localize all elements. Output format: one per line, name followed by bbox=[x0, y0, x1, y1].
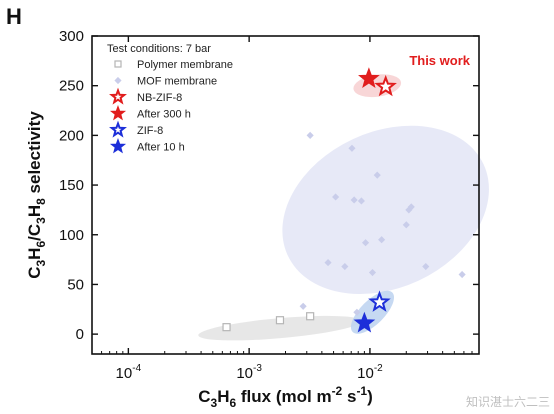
y-axis-title: C3​H6​/C3​H8​ selectivity bbox=[25, 111, 48, 279]
legend-label: MOF membrane bbox=[137, 76, 217, 88]
data-point bbox=[222, 323, 231, 332]
data-point bbox=[353, 308, 361, 316]
y-tick-label: 150 bbox=[59, 177, 84, 194]
legend-label: After 10 h bbox=[137, 142, 185, 154]
axis-ticks: 0 50 100 150 200 250 300 10-4 10-3 10-2 bbox=[59, 28, 480, 382]
legend-label: After 300 h bbox=[137, 109, 191, 121]
x-tick-label: 10-4 bbox=[116, 363, 142, 382]
data-point bbox=[306, 131, 314, 139]
legend-marker bbox=[114, 60, 122, 68]
legend-marker bbox=[109, 105, 127, 121]
data-point bbox=[348, 144, 356, 152]
x-tick-label: 10-2 bbox=[357, 363, 383, 382]
data-point bbox=[350, 196, 358, 204]
data-point bbox=[353, 311, 376, 333]
legend-title: Test conditions: 7 bar bbox=[107, 43, 211, 55]
data-point bbox=[306, 312, 315, 321]
data-point bbox=[368, 268, 377, 277]
y-tick-label: 0 bbox=[76, 326, 84, 343]
data-point bbox=[458, 270, 466, 279]
legend-marker bbox=[109, 87, 127, 105]
data-point bbox=[402, 221, 410, 229]
legend: Test conditions: 7 bar Polymer membrane MO… bbox=[107, 43, 233, 154]
data-point bbox=[357, 197, 365, 205]
data-point bbox=[275, 316, 285, 325]
data-point bbox=[373, 171, 381, 179]
x-tick-label: 10-3 bbox=[236, 363, 262, 382]
data-point bbox=[407, 203, 415, 211]
y-tick-label: 300 bbox=[59, 28, 84, 45]
data-point bbox=[299, 302, 307, 310]
data-points bbox=[222, 67, 466, 333]
data-point bbox=[332, 193, 340, 201]
data-point bbox=[358, 67, 380, 88]
this-work-annotation: This work bbox=[409, 53, 470, 68]
panel-label: H bbox=[6, 4, 22, 29]
data-point bbox=[378, 236, 386, 244]
data-point bbox=[368, 290, 391, 312]
data-point bbox=[324, 259, 332, 267]
legend-marker bbox=[109, 138, 127, 154]
watermark: 知识湛士六二三 bbox=[465, 395, 550, 409]
mof-region bbox=[282, 125, 489, 295]
x-axis-title: C3​H6​ flux (mol m-2​ s-1​) bbox=[198, 384, 373, 410]
y-tick-label: 100 bbox=[59, 227, 84, 244]
legend-label: ZIF-8 bbox=[137, 125, 163, 137]
y-tick-label: 50 bbox=[67, 276, 84, 293]
y-tick-label: 250 bbox=[59, 78, 84, 95]
legend-label: Polymer membrane bbox=[137, 59, 233, 71]
legend-marker bbox=[109, 120, 127, 138]
data-point bbox=[374, 74, 397, 97]
data-point bbox=[422, 262, 430, 271]
y-tick-label: 200 bbox=[59, 127, 84, 144]
shaded-regions bbox=[198, 74, 489, 341]
data-point bbox=[361, 239, 370, 247]
legend-label: NB-ZIF-8 bbox=[137, 92, 182, 104]
polymer-region bbox=[198, 315, 362, 341]
legend-marker bbox=[114, 76, 122, 85]
data-point bbox=[341, 262, 349, 271]
